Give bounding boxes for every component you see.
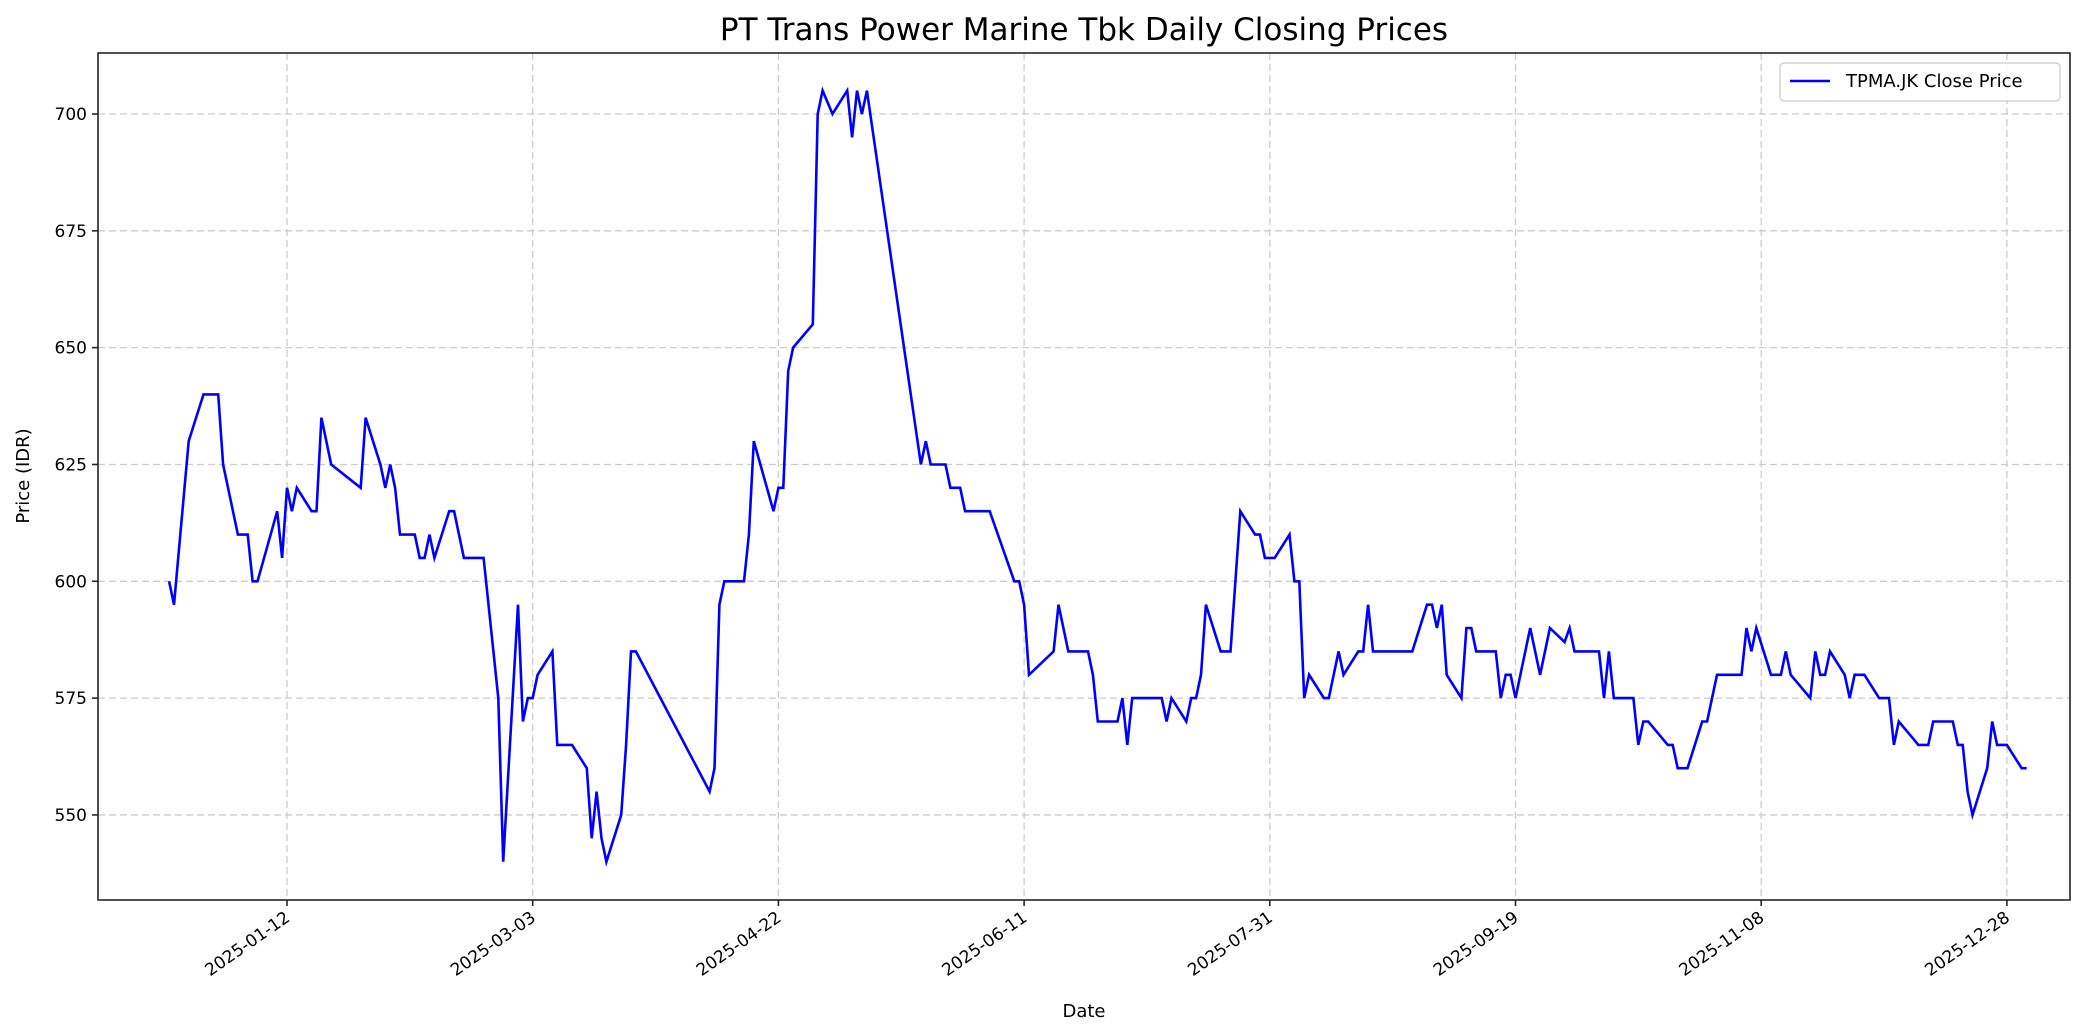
x-tick-label: 2025-03-03 — [447, 908, 539, 981]
x-tick-label: 2025-07-31 — [1184, 908, 1276, 981]
y-axis: 550 575 600 625 650 675 700 — [55, 105, 98, 826]
x-tick-label: 2025-12-28 — [1921, 908, 2013, 981]
y-tick-label: 700 — [55, 105, 87, 125]
axes-frame — [97, 52, 2071, 901]
x-axis-label: Date — [1062, 1001, 1105, 1022]
y-tick-label: 625 — [55, 455, 87, 475]
x-tick-label: 2025-01-12 — [201, 908, 293, 981]
y-tick-label: 550 — [55, 806, 87, 826]
chart-title: PT Trans Power Marine Tbk Daily Closing … — [720, 12, 1448, 48]
gridlines — [98, 53, 2070, 900]
y-tick-label: 575 — [55, 689, 87, 709]
price-line — [167, 86, 2027, 867]
legend-box — [1779, 62, 2061, 102]
x-tick-label: 2025-04-22 — [693, 908, 785, 981]
legend-entry-label: TPMA.JK Close Price — [1845, 71, 2023, 92]
y-tick-label: 675 — [55, 222, 87, 242]
y-tick-label: 650 — [55, 339, 87, 359]
legend: TPMA.JK Close Price — [1779, 62, 2061, 102]
x-tick-label: 2025-09-19 — [1430, 908, 1522, 981]
x-tick-label: 2025-11-08 — [1676, 908, 1768, 981]
data-series — [167, 86, 2027, 867]
x-axis: 2025-01-12 2025-03-03 2025-04-22 2025-06-11… — [201, 900, 2014, 981]
y-tick-label: 600 — [55, 572, 87, 592]
x-tick-label: 2025-06-11 — [939, 908, 1031, 981]
y-axis-label: Price (IDR) — [13, 428, 34, 523]
